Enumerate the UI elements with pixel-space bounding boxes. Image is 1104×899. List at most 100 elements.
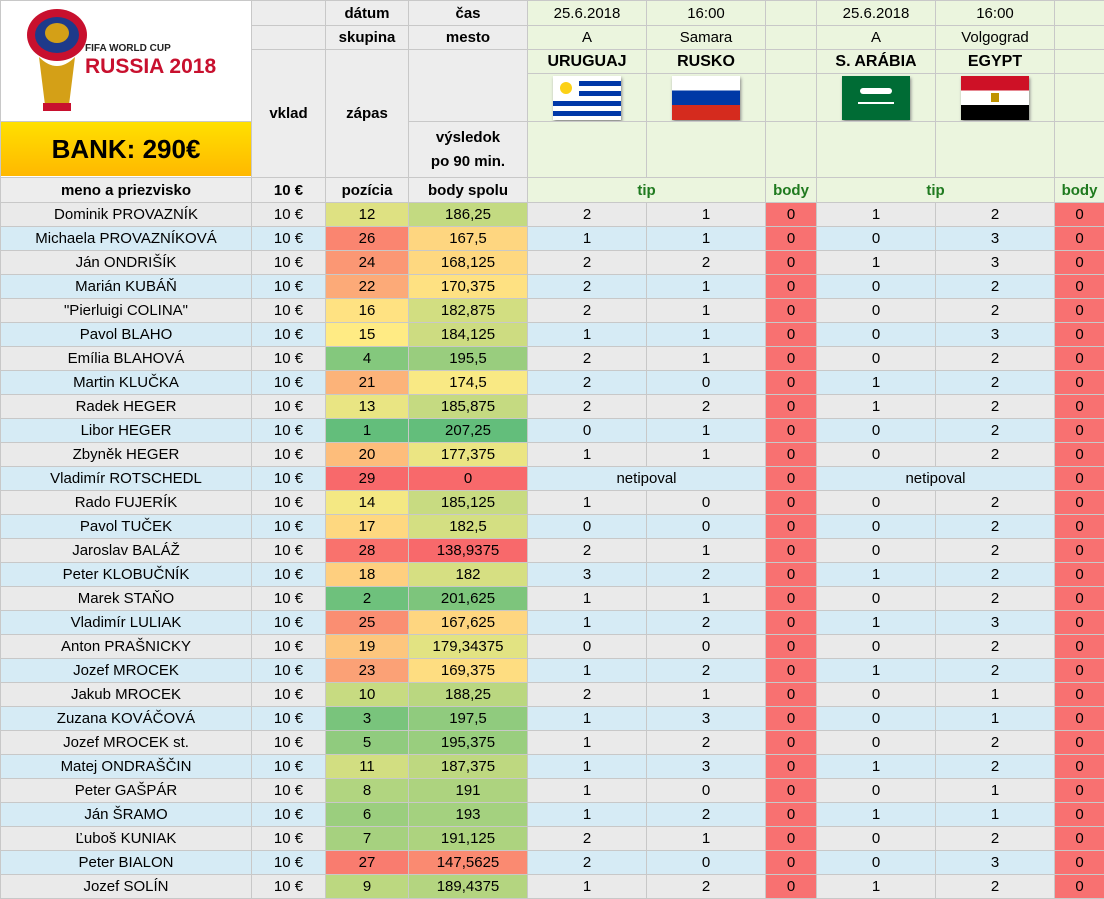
player-position: 20: [326, 443, 409, 467]
match2-tip-away: 2: [936, 587, 1055, 611]
player-total-points: 195,5: [409, 347, 528, 371]
player-stake: 10 €: [252, 251, 326, 275]
player-position: 5: [326, 731, 409, 755]
player-stake: 10 €: [252, 851, 326, 875]
match1-tip-away: 2: [647, 563, 766, 587]
player-total-points: 189,4375: [409, 875, 528, 899]
match1-tip-home: 1: [528, 587, 647, 611]
empty-header: [252, 26, 326, 50]
match1-result: [528, 122, 647, 178]
match1-tip-away: 2: [647, 803, 766, 827]
match1-points: 0: [766, 635, 817, 659]
match1-tip-away: 1: [647, 539, 766, 563]
player-name: Zuzana KOVÁČOVÁ: [1, 707, 252, 731]
match1-points: 0: [766, 803, 817, 827]
match1-tip-away: 1: [647, 203, 766, 227]
player-stake: 10 €: [252, 203, 326, 227]
match2-points: 0: [1055, 659, 1104, 683]
match1-points: 0: [766, 827, 817, 851]
player-name: Jakub MROCEK: [1, 683, 252, 707]
player-total-points: 191,125: [409, 827, 528, 851]
player-position: 12: [326, 203, 409, 227]
player-stake: 10 €: [252, 635, 326, 659]
match1-empty: [766, 50, 817, 74]
match1-points: 0: [766, 203, 817, 227]
match1-tip-away: 1: [647, 683, 766, 707]
match2-points: 0: [1055, 875, 1104, 899]
player-total-points: 168,125: [409, 251, 528, 275]
player-total-points: 201,625: [409, 587, 528, 611]
match1-points: 0: [766, 875, 817, 899]
match2-tip-home: 0: [817, 275, 936, 299]
match2-tip-away: 2: [936, 491, 1055, 515]
match2-city: Volgograd: [936, 26, 1055, 50]
match2-empty: [1055, 26, 1104, 50]
player-position: 1: [326, 419, 409, 443]
match2-away-team: EGYPT: [936, 50, 1055, 74]
player-name: Rado FUJERÍK: [1, 491, 252, 515]
player-name: Peter KLOBUČNÍK: [1, 563, 252, 587]
match2-home-team: S. ARÁBIA: [817, 50, 936, 74]
player-tip-missing: netipoval: [817, 467, 1055, 491]
result-label-1: výsledok: [436, 129, 500, 146]
match2-points: 0: [1055, 467, 1104, 491]
match2-points: 0: [1055, 347, 1104, 371]
match2-points: 0: [1055, 491, 1104, 515]
player-total-points: 185,125: [409, 491, 528, 515]
player-name: Jozef MROCEK: [1, 659, 252, 683]
match1-points: 0: [766, 779, 817, 803]
match1-points-header: body: [766, 178, 817, 203]
match2-tip-home: 0: [817, 515, 936, 539]
egypt-flag-icon: [961, 76, 1029, 120]
player-stake: 10 €: [252, 515, 326, 539]
match1-time: 16:00: [647, 1, 766, 26]
player-name: Marián KUBÁŇ: [1, 275, 252, 299]
player-position: 13: [326, 395, 409, 419]
match2-tip-home: 0: [817, 707, 936, 731]
match1-tip-away: 2: [647, 659, 766, 683]
match1-points: 0: [766, 419, 817, 443]
match2-points: 0: [1055, 299, 1104, 323]
player-name: Martin KLUČKA: [1, 371, 252, 395]
player-position: 18: [326, 563, 409, 587]
match2-points: 0: [1055, 587, 1104, 611]
player-total-points: 174,5: [409, 371, 528, 395]
match2-tip-away: 2: [936, 875, 1055, 899]
player-position: 21: [326, 371, 409, 395]
player-position: 28: [326, 539, 409, 563]
match1-tip-home: 1: [528, 707, 647, 731]
match2-home-flag-cell: [817, 74, 936, 122]
player-position: 27: [326, 851, 409, 875]
stake-header: vklad: [252, 50, 326, 178]
player-position: 24: [326, 251, 409, 275]
player-name: Dominik PROVAZNÍK: [1, 203, 252, 227]
player-name: Peter BIALON: [1, 851, 252, 875]
player-position: 9: [326, 875, 409, 899]
match1-tip-away: 0: [647, 851, 766, 875]
bank-label: BANK: 290€: [52, 134, 201, 164]
player-stake: 10 €: [252, 587, 326, 611]
player-total-points: 167,625: [409, 611, 528, 635]
match1-points: 0: [766, 563, 817, 587]
match2-points: 0: [1055, 539, 1104, 563]
match1-points: 0: [766, 683, 817, 707]
match2-tip-away: 3: [936, 611, 1055, 635]
player-total-points: 0: [409, 467, 528, 491]
player-stake: 10 €: [252, 323, 326, 347]
match2-points: 0: [1055, 395, 1104, 419]
player-total-points: 184,125: [409, 323, 528, 347]
match1-tip-home: 2: [528, 683, 647, 707]
date-header: dátum: [326, 1, 409, 26]
player-stake: 10 €: [252, 299, 326, 323]
match2-tip-away: 1: [936, 683, 1055, 707]
match1-tip-home: 2: [528, 203, 647, 227]
